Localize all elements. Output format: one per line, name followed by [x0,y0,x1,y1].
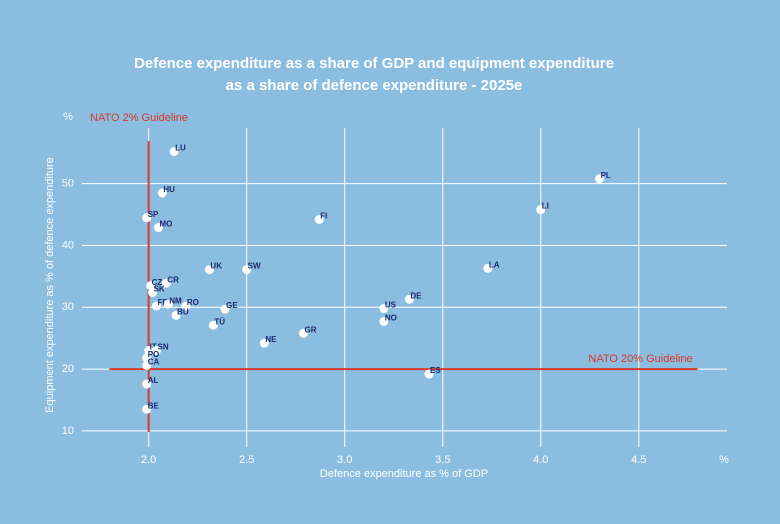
y-tick-label: 40 [62,239,74,251]
reference-label: NATO 20% Guideline [588,353,692,365]
point-label: CA [148,358,160,367]
y-unit: % [63,111,73,123]
y-axis-label: Equipment expenditure as % of defence ex… [44,157,56,413]
point-label: GE [226,301,238,310]
point-label: NE [265,335,277,344]
point [404,294,414,304]
x-tick-label: 2.5 [239,454,254,466]
point [157,188,167,198]
point [142,379,152,389]
point [181,301,191,311]
point [161,278,171,288]
point [148,287,158,297]
x-tick-label: 3.5 [435,454,450,466]
point-label: ES [430,366,441,375]
point [242,265,252,275]
point [314,214,324,224]
point [153,223,163,233]
point-label: MO [159,220,172,229]
point [163,299,173,309]
y-tick-label: 50 [62,178,74,190]
point-label: BU [177,307,189,316]
point-label: NM [169,296,182,305]
point-label: SP [148,210,159,219]
point-label: RO [187,298,199,307]
point [151,301,161,311]
x-unit: % [719,454,729,466]
point [299,328,309,338]
point [595,174,605,184]
point-label: IT [150,343,157,352]
x-tick-label: 2.0 [141,454,156,466]
point-label: GR [305,325,317,334]
point-label: UK [210,262,222,271]
x-axis-label: Defence expenditure as % of GDP [320,468,488,480]
point [208,320,218,330]
point [220,304,230,314]
point [142,360,152,370]
point [204,265,214,275]
point-label: FI [320,212,327,221]
point [142,353,152,363]
point-label: PL [601,171,611,180]
point-label: LI [542,202,549,211]
point-label: SW [248,262,261,271]
point [142,213,152,223]
point-label: US [385,301,397,310]
x-tick-label: 3.0 [337,454,352,466]
point-label: SN [157,343,168,352]
y-tick-label: 10 [62,425,74,437]
point-label: CR [167,275,179,284]
y-tick-label: 20 [62,363,74,375]
point-label: CZ [152,278,163,287]
point [424,369,434,379]
point [169,146,179,156]
point [142,404,152,414]
point-label: FR [157,298,168,307]
y-tick-label: 30 [62,301,74,313]
point [483,263,493,273]
point [536,205,546,215]
x-tick-label: 4.5 [631,454,646,466]
point [146,281,156,291]
point-label: TÜ [214,317,225,326]
x-tick-label: 4.0 [533,454,548,466]
chart-title: Defence expenditure as a share of GDP an… [134,55,614,72]
point [151,346,161,356]
point-label: BE [148,401,160,410]
point [259,338,269,348]
point-label: LU [175,144,186,153]
reference-label: NATO 2% Guideline [90,112,188,124]
point [144,346,154,356]
point-label: HU [163,185,175,194]
point [379,304,389,314]
point [379,317,389,327]
point-label: LA [489,260,500,269]
point-label: SK [154,285,165,294]
point-label: NO [385,314,397,323]
point-label: PO [148,350,160,359]
chart-title: as a share of defence expenditure - 2025… [226,77,523,94]
point-label: DE [410,291,422,300]
point-label: AL [148,376,159,385]
point [171,310,181,320]
